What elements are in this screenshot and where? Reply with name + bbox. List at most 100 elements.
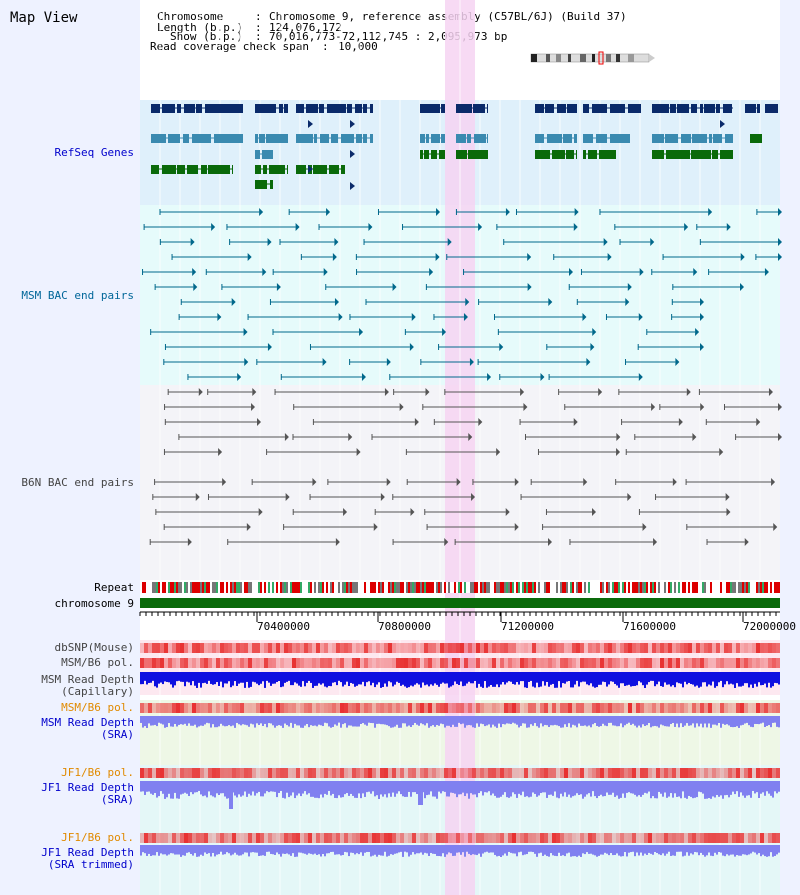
- gene-exon: [456, 104, 460, 113]
- jf1-depth-trim-bar: [574, 845, 576, 857]
- jf1-pol-cell: [708, 768, 712, 778]
- msm-depth-cap-bar: [298, 672, 300, 686]
- msm-depth-sra-bar: [486, 716, 488, 726]
- b6n-bac-pair-arrow: [523, 403, 528, 411]
- jf1-depth-trim-bar: [716, 845, 718, 855]
- jf1-pol-2-cell: [376, 833, 380, 843]
- jf1-depth-trim-bar: [146, 845, 148, 856]
- jf1-pol-2-cell: [224, 833, 228, 843]
- msm-depth-cap-bar: [446, 672, 448, 684]
- dbsnp-cell: [152, 643, 156, 653]
- msm-depth-cap-bar: [554, 672, 556, 688]
- jf1-depth-trim-bar: [346, 845, 348, 853]
- msm-pol-cell: [512, 658, 516, 668]
- jf1-pol-2-cell: [760, 833, 764, 843]
- jf1-depth-sra-bar: [682, 781, 684, 792]
- msm-depth-sra-bar: [472, 716, 474, 728]
- msm-depth-sra-bar: [306, 716, 308, 725]
- b6n-bac-pair-arrow: [456, 478, 461, 486]
- msm-depth-cap-bar: [660, 672, 662, 687]
- msm-pol-2-cell: [196, 703, 200, 713]
- jf1-depth-sra-bar: [742, 781, 744, 796]
- msm-depth-sra-bar: [356, 716, 358, 727]
- msm-depth-cap-bar: [762, 672, 764, 685]
- msm-depth-cap-bar: [704, 672, 706, 683]
- jf1-depth-trim-bar: [472, 845, 474, 855]
- msm-depth-sra-bar: [236, 716, 238, 723]
- msm-depth-sra-bar: [402, 716, 404, 724]
- jf1-depth-sra-bar: [716, 781, 718, 795]
- msm-depth-cap-bar: [300, 672, 302, 687]
- jf1-depth-trim-bar: [572, 845, 574, 857]
- dbsnp-cell: [604, 643, 608, 653]
- msm-depth-sra-bar: [348, 716, 350, 726]
- jf1-depth-trim-bar: [282, 845, 284, 854]
- msm-depth-sra-bar: [288, 716, 290, 727]
- jf1-depth-trim-bar: [578, 845, 580, 856]
- msm-depth-sra-bar: [524, 716, 526, 724]
- repeat-mark: [316, 582, 318, 593]
- msm-depth-cap-bar: [396, 672, 398, 682]
- repeat-mark: [622, 582, 624, 593]
- msm-depth-cap-bar: [232, 672, 234, 686]
- chromosome-ideogram[interactable]: [530, 51, 655, 65]
- repeat-mark: [586, 582, 588, 593]
- repeat-mark: [166, 582, 168, 593]
- jf1-pol-cell: [500, 768, 504, 778]
- jf1-depth-sra-bar: [356, 781, 358, 798]
- jf1-depth-trim-bar: [596, 845, 598, 857]
- gene-exon: [573, 104, 577, 113]
- msm-bac-pair-arrow: [334, 238, 339, 246]
- jf1-depth-sra-bar: [632, 781, 634, 794]
- repeat-mark: [738, 582, 740, 593]
- jf1-depth-trim-bar: [334, 845, 336, 855]
- msm-depth-sra-bar: [448, 716, 450, 726]
- repeat-mark: [212, 582, 214, 593]
- msm-depth-sra-bar: [446, 716, 448, 726]
- repeat-mark: [514, 582, 516, 593]
- b6n-bac-pair-arrow: [598, 388, 603, 396]
- msm-depth-sra-bar: [154, 716, 156, 725]
- repeat-mark: [238, 582, 240, 593]
- jf1-depth-trim-bar: [514, 845, 516, 854]
- jf1-depth-sra-bar: [388, 781, 390, 794]
- msm-pol-cell: [208, 658, 212, 668]
- msm-depth-cap-bar: [366, 672, 368, 683]
- msm-pol-cell: [256, 658, 260, 668]
- msm-pol-cell: [320, 658, 324, 668]
- jf1-pol-cell: [176, 768, 180, 778]
- jf1-pol-2-cell: [752, 833, 756, 843]
- repeat-mark: [504, 582, 506, 593]
- jf1-pol-2-cell: [664, 833, 668, 843]
- jf1-depth-sra-bar: [520, 781, 522, 796]
- msm-bac-pair-arrow: [625, 298, 630, 306]
- jf1-depth-trim-bar: [652, 845, 654, 855]
- jf1-depth-sra-bar: [510, 781, 512, 797]
- jf1-depth-sra-bar: [576, 781, 578, 794]
- msm-bac-pair-arrow: [409, 343, 414, 351]
- jf1-depth-sra-bar: [466, 781, 468, 794]
- jf1-depth-sra-bar: [274, 781, 276, 792]
- msm-pol-cell: [680, 658, 684, 668]
- jf1-pol-2-cell: [436, 833, 440, 843]
- jf1-depth-trim-bar: [288, 845, 290, 855]
- jf1-pol-2-cell: [188, 833, 192, 843]
- gene-exon: [162, 165, 176, 174]
- jf1-depth-sra-bar: [754, 781, 756, 794]
- gene-exon: [765, 104, 778, 113]
- msm-depth-cap-bar: [730, 672, 732, 684]
- msm-pol-2-cell: [264, 703, 268, 713]
- msm-depth-sra-bar: [548, 716, 550, 727]
- msm-depth-cap-bar: [470, 672, 472, 684]
- repeat-mark: [496, 582, 498, 593]
- axis-tick-label: 70800000: [378, 620, 431, 633]
- msm-depth-cap-bar: [220, 672, 222, 682]
- msm-depth-cap-bar: [760, 672, 762, 686]
- jf1-depth-sra-bar: [648, 781, 650, 792]
- jf1-depth-trim-bar: [308, 845, 310, 854]
- b6n-bac-pair-arrow: [653, 538, 658, 546]
- dbsnp-cell: [480, 643, 484, 653]
- msm-depth-sra-bar: [778, 716, 780, 728]
- msm-pol-cell: [616, 658, 620, 668]
